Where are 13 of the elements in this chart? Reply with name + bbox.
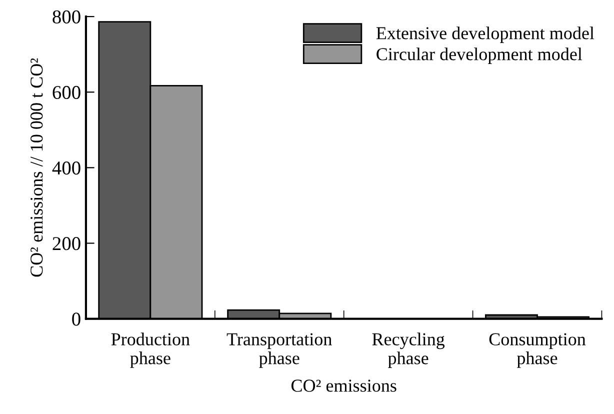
y-axis-title: CO² emissions // 10 000 t CO² (30, 58, 43, 277)
y-tick-label: 0 (72, 312, 80, 326)
x-axis-title: CO² emissions (291, 380, 396, 392)
x-tick-label: Consumption phase (489, 333, 586, 368)
x-tick-label: Production phase (111, 332, 190, 368)
y-tick-label: 600 (52, 86, 80, 100)
legend-label: Extensive development model (376, 26, 594, 43)
x-tick-label: Transportation phase (226, 333, 332, 368)
y-tick-label: 800 (52, 10, 80, 24)
y-tick-label: 200 (52, 237, 80, 250)
x-tick-label: Recycling phase (372, 332, 445, 368)
legend-label: Circular development model (376, 48, 582, 64)
y-tick-label: 400 (52, 161, 80, 175)
